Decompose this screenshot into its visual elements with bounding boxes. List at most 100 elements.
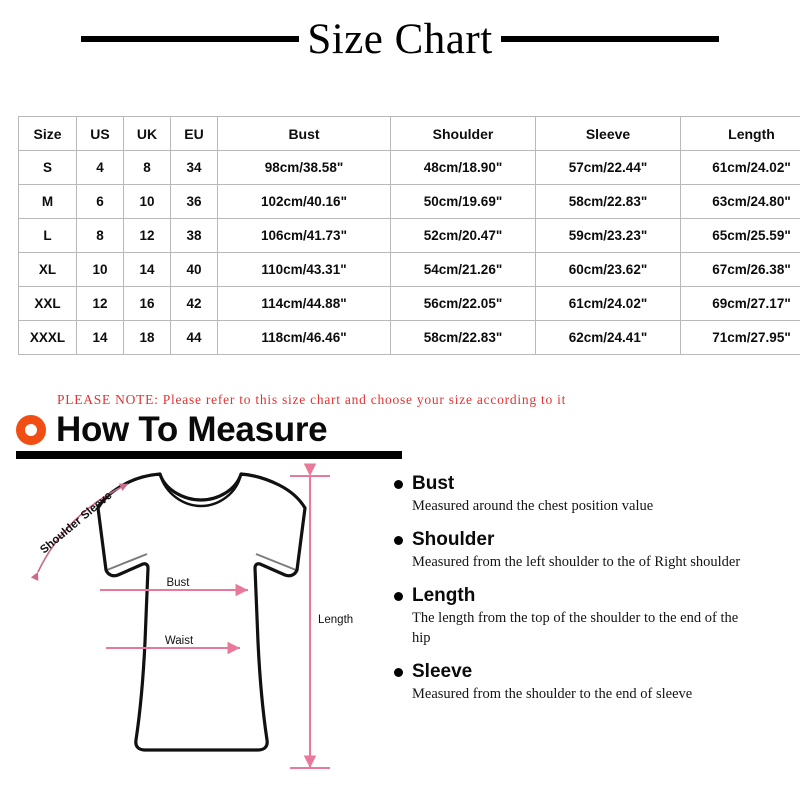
cell-shoulder: 52cm/20.47" xyxy=(390,218,536,253)
shoulder-sleeve-arrow xyxy=(30,483,129,582)
bust-label: Bust xyxy=(166,577,190,589)
description-term-row: Length xyxy=(394,584,794,607)
cell-sleeve: 59cm/23.23" xyxy=(535,218,681,253)
column-header-sleeve: Sleeve xyxy=(535,116,681,151)
bullet-icon xyxy=(394,479,403,489)
cell-eu: 36 xyxy=(170,184,218,219)
length-label: Length xyxy=(318,614,353,626)
measurement-descriptions: Bust Measured around the chest position … xyxy=(394,473,794,718)
cell-bust: 98cm/38.58" xyxy=(217,150,391,185)
page-title-bar: Size Chart xyxy=(0,8,800,70)
length-label-bg xyxy=(314,610,364,626)
table-row: XL 10 14 40 110cm/43.31" 54cm/21.26" 60c… xyxy=(18,252,800,287)
sleeve-hem-right xyxy=(255,553,297,571)
column-header-uk: UK xyxy=(123,116,171,151)
description-term: Shoulder xyxy=(412,528,495,550)
waist-label: Waist xyxy=(165,635,194,647)
description-term-row: Shoulder xyxy=(394,528,794,551)
cell-size: XXL xyxy=(18,286,77,321)
cell-uk: 10 xyxy=(123,184,171,219)
cell-us: 14 xyxy=(76,320,124,355)
cell-length: 61cm/24.02" xyxy=(680,150,800,185)
column-header-bust: Bust xyxy=(217,116,391,151)
cell-eu: 44 xyxy=(170,320,218,355)
cell-us: 12 xyxy=(76,286,124,321)
table-row: XXXL 14 18 44 118cm/46.46" 58cm/22.83" 6… xyxy=(18,320,800,355)
column-header-size: Size xyxy=(18,116,77,151)
column-header-us: US xyxy=(76,116,124,151)
table-row: L 8 12 38 106cm/41.73" 52cm/20.47" 59cm/… xyxy=(18,218,800,253)
cell-sleeve: 57cm/22.44" xyxy=(535,150,681,185)
cell-us: 6 xyxy=(76,184,124,219)
cell-shoulder: 48cm/18.90" xyxy=(390,150,536,185)
size-chart-table: Size US UK EU Bust Shoulder Sleeve Lengt… xyxy=(18,116,800,355)
description-body: The length from the top of the shoulder … xyxy=(412,609,739,646)
bust-label-bg xyxy=(156,574,200,589)
cell-sleeve: 61cm/24.02" xyxy=(535,286,681,321)
column-header-shoulder: Shoulder xyxy=(390,116,536,151)
cell-size: XL xyxy=(18,252,77,287)
cell-sleeve: 62cm/24.41" xyxy=(535,320,681,355)
title-rule-right xyxy=(500,36,719,42)
cell-uk: 14 xyxy=(123,252,171,287)
cell-eu: 40 xyxy=(170,252,218,287)
orange-ring-icon xyxy=(16,414,46,445)
cell-us: 10 xyxy=(76,252,124,287)
cell-us: 8 xyxy=(76,218,124,253)
cell-shoulder: 54cm/21.26" xyxy=(390,252,536,287)
table-row: S 4 8 34 98cm/38.58" 48cm/18.90" 57cm/22… xyxy=(18,150,800,185)
description-item-shoulder: Shoulder Measured from the left shoulder… xyxy=(394,528,794,572)
cell-bust: 106cm/41.73" xyxy=(217,218,391,253)
collar-inner-line xyxy=(158,472,243,508)
cell-shoulder: 50cm/19.69" xyxy=(390,184,536,219)
cell-length: 69cm/27.17" xyxy=(680,286,800,321)
cell-uk: 18 xyxy=(123,320,171,355)
cell-eu: 38 xyxy=(170,218,218,253)
cell-eu: 34 xyxy=(170,150,218,185)
cell-length: 71cm/27.95" xyxy=(680,320,800,355)
cell-size: S xyxy=(18,150,77,185)
waist-label-bg xyxy=(154,632,204,647)
description-term: Length xyxy=(412,584,476,606)
description-body: Measured from the shoulder to the end of… xyxy=(412,685,693,702)
tshirt-outline xyxy=(96,472,307,752)
bullet-icon xyxy=(394,667,403,677)
description-term-row: Bust xyxy=(394,473,794,495)
cell-size: M xyxy=(18,184,77,219)
description-body: Measured from the left shoulder to the o… xyxy=(412,553,741,570)
cell-size: L xyxy=(18,218,77,253)
cell-us: 4 xyxy=(76,150,124,185)
table-row: M 6 10 36 102cm/40.16" 50cm/19.69" 58cm/… xyxy=(18,184,800,219)
cell-shoulder: 58cm/22.83" xyxy=(390,320,536,355)
description-body: Measured around the chest position value xyxy=(412,497,654,514)
bullet-icon xyxy=(394,535,403,545)
description-term: Bust xyxy=(412,473,455,494)
cell-sleeve: 58cm/22.83" xyxy=(535,184,681,219)
description-item-length: Length The length from the top of the sh… xyxy=(394,584,794,648)
cell-shoulder: 56cm/22.05" xyxy=(390,286,536,321)
cell-sleeve: 60cm/23.62" xyxy=(535,252,681,287)
please-note-text: PLEASE NOTE: Please refer to this size c… xyxy=(57,392,567,407)
column-header-length: Length xyxy=(680,116,800,151)
description-term: Sleeve xyxy=(412,660,473,682)
cell-length: 65cm/25.59" xyxy=(680,218,800,253)
cell-length: 63cm/24.80" xyxy=(680,184,800,219)
column-header-eu: EU xyxy=(170,116,218,151)
cell-uk: 16 xyxy=(123,286,171,321)
how-to-measure-title: How To Measure xyxy=(56,410,328,449)
tshirt-measurement-diagram: Shoulder Sleeve Bust Waist Length xyxy=(8,462,378,792)
table-row: XXL 12 16 42 114cm/44.88" 56cm/22.05" 61… xyxy=(18,286,800,321)
cell-size: XXXL xyxy=(18,320,77,355)
description-item-sleeve: Sleeve Measured from the shoulder to the… xyxy=(394,660,794,704)
cell-uk: 12 xyxy=(123,218,171,253)
page-title: Size Chart xyxy=(307,15,493,63)
how-to-measure-rule xyxy=(16,451,402,459)
cell-length: 67cm/26.38" xyxy=(680,252,800,287)
cell-bust: 102cm/40.16" xyxy=(217,184,391,219)
description-item-bust: Bust Measured around the chest position … xyxy=(394,473,794,516)
cell-bust: 118cm/46.46" xyxy=(217,320,391,355)
cell-bust: 110cm/43.31" xyxy=(217,252,391,287)
title-rule-left xyxy=(81,36,300,42)
cell-uk: 8 xyxy=(123,150,171,185)
cell-bust: 114cm/44.88" xyxy=(217,286,391,321)
